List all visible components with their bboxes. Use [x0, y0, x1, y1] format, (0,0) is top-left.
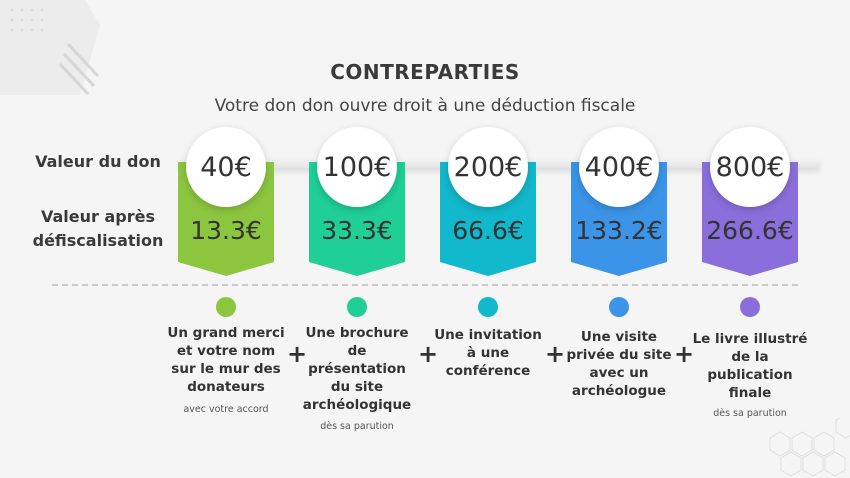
after-tax-value-2: 33.3€ — [321, 216, 393, 245]
reward-note-2: dès sa parution — [320, 421, 394, 432]
donation-value-label: Valeur du don — [35, 152, 161, 171]
reward-note-5: dès sa parution — [713, 408, 787, 419]
plus-icon-2: + — [417, 340, 439, 368]
donation-circle-5: 800€ — [710, 127, 790, 207]
reward-text-1: Un grand merci et votre nom sur le mur d… — [167, 325, 285, 395]
after-tax-label: Valeur après défiscalisation — [18, 205, 178, 253]
donation-circle-3: 200€ — [448, 127, 528, 207]
page-subtitle: Votre don don ouvre droit à une déductio… — [214, 96, 636, 116]
hexagon-decoration — [769, 418, 850, 477]
dashed-divider — [52, 284, 798, 286]
donation-circle-2: 100€ — [317, 127, 397, 207]
reward-dot-5 — [740, 297, 760, 317]
plus-icon-3: + — [544, 340, 566, 368]
reward-dot-4 — [609, 297, 629, 317]
reward-dot-2 — [347, 297, 367, 317]
corner-decoration — [0, 0, 100, 96]
reward-text-4: Une visite privée du site avec un archéo… — [566, 329, 672, 399]
reward-dot-1 — [216, 297, 236, 317]
reward-text-2: Une brochure de présentation du site arc… — [302, 325, 412, 413]
reward-dot-3 — [478, 297, 498, 317]
after-tax-value-4: 133.2€ — [575, 216, 663, 245]
after-tax-label-line1: Valeur après — [40, 207, 155, 226]
after-tax-value-5: 266.6€ — [706, 216, 794, 245]
plus-icon-1: + — [286, 340, 308, 368]
after-tax-label-line2: défiscalisation — [32, 231, 164, 250]
donation-circle-4: 400€ — [579, 127, 659, 207]
after-tax-value-1: 13.3€ — [190, 216, 262, 245]
plus-icon-4: + — [673, 340, 695, 368]
donation-circle-1: 40€ — [186, 127, 266, 207]
reward-text-5: Le livre illustré de la publication fina… — [692, 331, 808, 401]
after-tax-value-3: 66.6€ — [452, 216, 524, 245]
reward-note-1: avec votre accord — [183, 404, 269, 415]
page-title: CONTREPARTIES — [330, 60, 520, 84]
reward-text-3: Une invitation à une conférence — [434, 327, 542, 379]
